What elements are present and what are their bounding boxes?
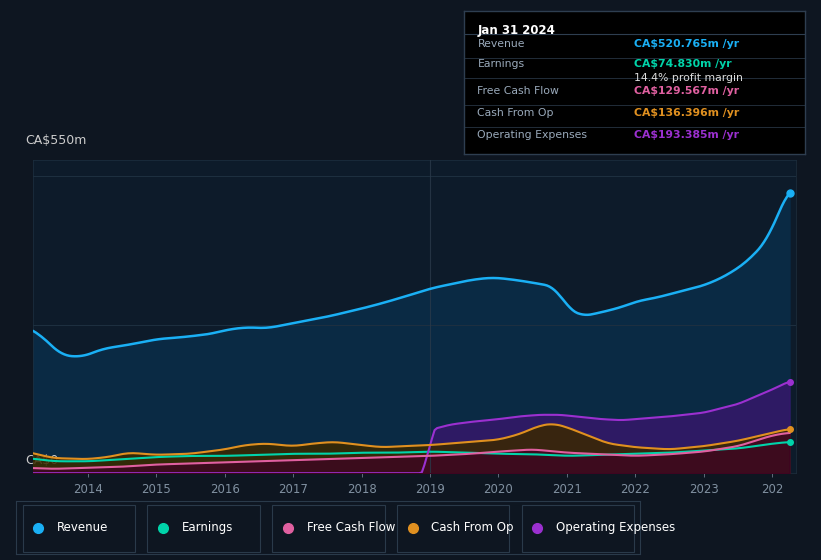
Text: Cash From Op: Cash From Op <box>478 108 554 118</box>
Text: Earnings: Earnings <box>181 521 233 534</box>
Text: CA$136.396m /yr: CA$136.396m /yr <box>635 108 740 118</box>
Text: Revenue: Revenue <box>57 521 108 534</box>
Text: Free Cash Flow: Free Cash Flow <box>478 86 559 96</box>
Text: 14.4% profit margin: 14.4% profit margin <box>635 73 743 83</box>
Text: Operating Expenses: Operating Expenses <box>556 521 676 534</box>
Text: Free Cash Flow: Free Cash Flow <box>306 521 395 534</box>
FancyBboxPatch shape <box>522 505 634 552</box>
Text: Cash From Op: Cash From Op <box>431 521 514 534</box>
Text: Operating Expenses: Operating Expenses <box>478 130 588 141</box>
Text: CA$129.567m /yr: CA$129.567m /yr <box>635 86 740 96</box>
Text: CA$74.830m /yr: CA$74.830m /yr <box>635 59 732 69</box>
Text: Revenue: Revenue <box>478 39 525 49</box>
FancyBboxPatch shape <box>23 505 135 552</box>
Text: CA$0: CA$0 <box>25 454 58 467</box>
FancyBboxPatch shape <box>397 505 509 552</box>
FancyBboxPatch shape <box>273 505 384 552</box>
Text: CA$193.385m /yr: CA$193.385m /yr <box>635 130 739 141</box>
Text: CA$520.765m /yr: CA$520.765m /yr <box>635 39 740 49</box>
Text: Jan 31 2024: Jan 31 2024 <box>478 24 555 37</box>
FancyBboxPatch shape <box>148 505 259 552</box>
Text: CA$550m: CA$550m <box>25 134 86 147</box>
Text: Earnings: Earnings <box>478 59 525 69</box>
